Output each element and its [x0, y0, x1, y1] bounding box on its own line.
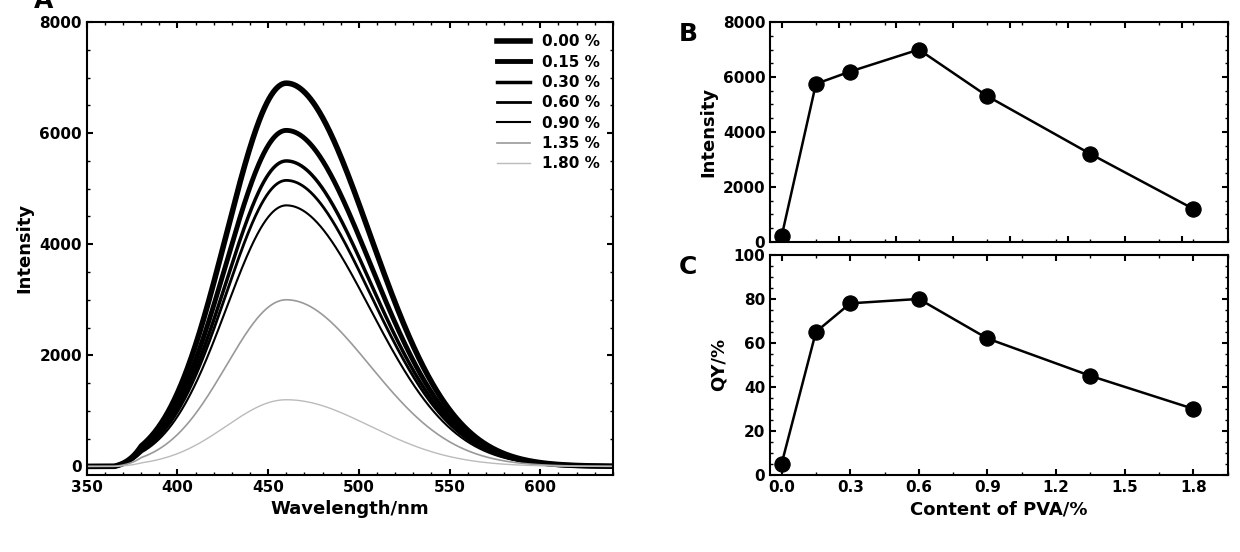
0.15 %: [79, 463, 94, 470]
1.35 %: [386, 389, 401, 396]
0.00 %: [112, 461, 126, 468]
0.15 %: [533, 460, 548, 466]
1.35 %: [415, 419, 430, 426]
0.90 %: [279, 202, 294, 209]
Line: 0.90 %: 0.90 %: [87, 205, 613, 466]
Line: 0.15 %: 0.15 %: [87, 130, 613, 466]
Text: A: A: [35, 0, 53, 13]
0.30 %: [605, 463, 620, 470]
0.60 %: [112, 462, 126, 469]
0.30 %: [79, 463, 94, 470]
0.30 %: [279, 158, 294, 164]
0.00 %: [279, 80, 294, 87]
0.90 %: [79, 463, 94, 470]
Line: 1.80 %: 1.80 %: [87, 400, 613, 466]
1.80 %: [479, 459, 494, 466]
0.15 %: [605, 463, 620, 470]
0.30 %: [386, 328, 401, 335]
1.35 %: [605, 463, 620, 470]
0.90 %: [533, 460, 548, 467]
0.15 %: [279, 127, 294, 134]
1.35 %: [533, 461, 548, 468]
1.80 %: [79, 463, 94, 470]
1.80 %: [112, 463, 126, 469]
0.00 %: [386, 294, 401, 300]
0.30 %: [415, 383, 430, 389]
1.35 %: [479, 454, 494, 460]
Line: 0.60 %: 0.60 %: [87, 181, 613, 466]
0.30 %: [479, 446, 494, 453]
0.15 %: [386, 315, 401, 321]
0.15 %: [399, 344, 414, 351]
0.00 %: [415, 362, 430, 369]
X-axis label: Content of PVA/%: Content of PVA/%: [910, 500, 1087, 518]
Line: 0.30 %: 0.30 %: [87, 161, 613, 466]
Legend: 0.00 %, 0.15 %, 0.30 %, 0.60 %, 0.90 %, 1.35 %, 1.80 %: 0.00 %, 0.15 %, 0.30 %, 0.60 %, 0.90 %, …: [492, 30, 605, 176]
0.60 %: [415, 388, 430, 394]
0.60 %: [79, 463, 94, 470]
1.35 %: [399, 404, 414, 411]
0.90 %: [605, 463, 620, 470]
0.60 %: [605, 463, 620, 470]
Y-axis label: QY/%: QY/%: [711, 338, 728, 391]
Text: B: B: [678, 22, 698, 46]
1.80 %: [399, 439, 414, 446]
0.60 %: [386, 337, 401, 343]
Line: 1.35 %: 1.35 %: [87, 300, 613, 466]
0.90 %: [386, 348, 401, 354]
0.15 %: [112, 462, 126, 469]
1.35 %: [79, 463, 94, 470]
0.30 %: [399, 355, 414, 362]
0.15 %: [479, 444, 494, 451]
1.35 %: [112, 463, 126, 469]
0.00 %: [479, 442, 494, 448]
0.90 %: [479, 448, 494, 455]
0.90 %: [415, 394, 430, 401]
0.90 %: [112, 462, 126, 469]
Y-axis label: Intensity: Intensity: [16, 203, 33, 294]
1.80 %: [279, 396, 294, 403]
X-axis label: Wavelength/nm: Wavelength/nm: [270, 500, 429, 518]
Line: 0.00 %: 0.00 %: [87, 83, 613, 466]
1.80 %: [533, 463, 548, 469]
0.60 %: [533, 460, 548, 467]
0.00 %: [399, 328, 414, 335]
Y-axis label: Intensity: Intensity: [699, 87, 717, 177]
1.80 %: [605, 463, 620, 470]
Text: C: C: [678, 255, 697, 279]
0.90 %: [399, 371, 414, 378]
0.30 %: [533, 460, 548, 467]
0.60 %: [479, 447, 494, 454]
0.60 %: [279, 177, 294, 184]
0.00 %: [79, 463, 94, 470]
0.15 %: [415, 374, 430, 381]
1.80 %: [386, 434, 401, 440]
0.30 %: [112, 462, 126, 469]
0.00 %: [605, 463, 620, 470]
0.00 %: [533, 459, 548, 466]
0.60 %: [399, 362, 414, 369]
1.80 %: [415, 445, 430, 452]
1.35 %: [279, 296, 294, 303]
